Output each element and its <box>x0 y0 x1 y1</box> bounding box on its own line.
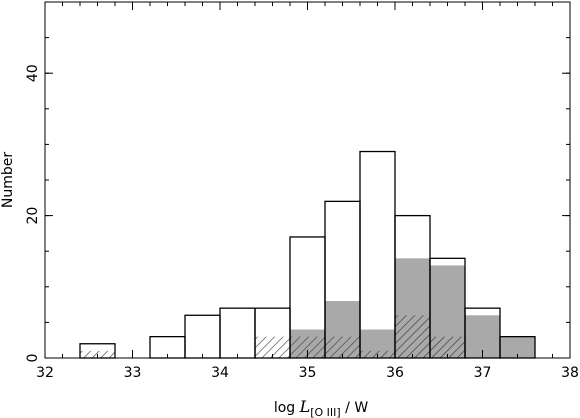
hatched-bin <box>325 336 360 358</box>
outline-bin <box>184 314 221 359</box>
x-tick-label: 34 <box>211 365 229 381</box>
hatched-bin <box>430 336 465 358</box>
hatched-bins-layer <box>80 315 465 358</box>
axes-layer <box>44 1 571 359</box>
hatched-bin <box>395 315 430 358</box>
y-tick-label: 40 <box>25 64 41 82</box>
x-tick-label: 36 <box>386 365 404 381</box>
x-tick-label: 37 <box>474 365 492 381</box>
x-axis-label-subscript: [O III] <box>310 406 340 418</box>
gray-bin <box>500 336 535 358</box>
ticks-layer: 32 33 34 35 36 37 38 0 20 40 <box>25 1 579 381</box>
y-axis-label: Number <box>0 152 16 208</box>
outline-bin <box>359 150 396 359</box>
hatched-bin <box>255 336 290 358</box>
plot-frame <box>44 1 571 359</box>
x-axis-label: log L[O III] / W <box>274 397 369 418</box>
x-tick-label: 33 <box>124 365 142 381</box>
x-tick-label: 38 <box>561 365 579 381</box>
outline-bin <box>219 307 256 359</box>
hatched-bin <box>290 336 325 358</box>
x-tick-label: 35 <box>299 365 317 381</box>
x-tick-label: 32 <box>36 365 54 381</box>
x-axis-label-symbol: L <box>299 397 311 416</box>
y-tick-label: 20 <box>25 207 41 225</box>
y-tick-label: 0 <box>25 354 41 363</box>
